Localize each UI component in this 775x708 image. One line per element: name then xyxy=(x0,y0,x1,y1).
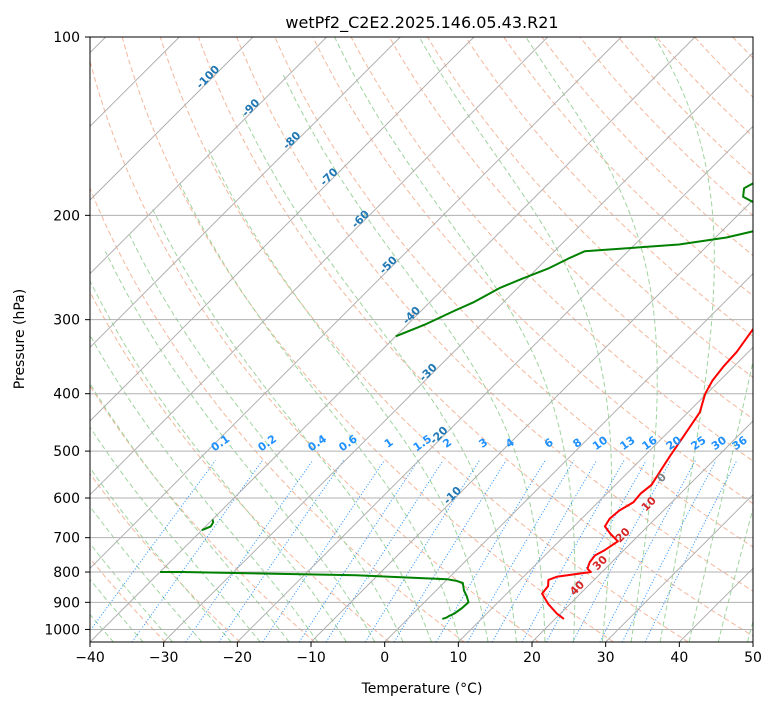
moist-adiabat-line xyxy=(90,279,347,642)
temperature-line xyxy=(541,327,753,620)
x-tick-label: −10 xyxy=(296,650,326,666)
dry-adiabat-line xyxy=(90,384,316,642)
mixing-ratio-line xyxy=(599,460,696,642)
moist-adiabat-line xyxy=(90,467,232,642)
moist-adiabat-line xyxy=(334,37,576,642)
dry-adiabat-line xyxy=(465,37,753,337)
x-tick-label: 10 xyxy=(449,650,467,666)
dewpoint-line xyxy=(201,519,215,532)
plot-frame xyxy=(89,36,754,643)
isotherm-line xyxy=(531,420,753,642)
y-axis: 100 200 300 400 500 600 700 800 900 1000 xyxy=(44,30,90,638)
x-tick-label: 0 xyxy=(380,650,389,666)
dewpoint-line xyxy=(160,571,470,620)
mixing-ratio-line xyxy=(393,460,507,642)
dry-adiabat-line xyxy=(236,37,753,592)
moist-adiabat-line xyxy=(688,358,753,642)
mixing-ratio-line xyxy=(218,460,344,642)
dry-adiabat-line xyxy=(312,37,753,505)
mixing-ratio-line xyxy=(262,460,385,642)
mixing-ratio-line xyxy=(644,460,738,642)
dry-adiabat-line xyxy=(90,291,390,642)
y-tick-label: 900 xyxy=(53,595,80,611)
mixing-ratio-line xyxy=(298,460,419,642)
grid-lines xyxy=(90,37,753,642)
dewpoint-line xyxy=(395,182,753,338)
dry-adiabat-line xyxy=(426,37,753,378)
dry-adiabat-line xyxy=(159,37,689,642)
y-tick-label: 100 xyxy=(53,30,80,46)
isotherm-line xyxy=(90,37,696,642)
y-tick-label: 500 xyxy=(53,444,80,460)
guide-lines xyxy=(90,37,753,642)
y-tick-label: 300 xyxy=(53,313,80,329)
dry-adiabat-line xyxy=(90,186,465,642)
moist-adiabat-line xyxy=(90,382,290,642)
dry-adiabat-line xyxy=(121,37,614,642)
x-axis: −40 −30 −20 −10 0 10 20 30 40 50 xyxy=(75,642,762,666)
y-tick-label: 200 xyxy=(53,208,80,224)
isotherm-line xyxy=(90,37,328,275)
dry-adiabat-line xyxy=(350,37,753,462)
x-tick-label: 40 xyxy=(670,650,688,666)
dry-adiabat-line xyxy=(90,59,540,642)
x-axis-label: Temperature (°C) xyxy=(361,681,483,697)
y-tick-label: 800 xyxy=(53,565,80,581)
isotherm-line xyxy=(90,37,622,570)
x-tick-label: −20 xyxy=(223,650,253,666)
isotherm-line xyxy=(310,199,753,642)
moist-adiabat-line xyxy=(90,426,261,642)
y-axis-label: Pressure (hPa) xyxy=(12,289,28,389)
y-tick-label: 400 xyxy=(53,387,80,403)
isotherm-line xyxy=(90,37,475,422)
isotherm-line xyxy=(384,272,753,642)
isotherm-line xyxy=(457,346,753,642)
moist-adiabat-line xyxy=(281,72,546,642)
moist-adiabat-line xyxy=(525,37,658,642)
x-tick-label: 50 xyxy=(744,650,762,666)
x-tick-label: −30 xyxy=(149,650,179,666)
moist-adiabat-line xyxy=(654,37,715,642)
mixing-ratio-line xyxy=(572,460,672,642)
isotherm-line xyxy=(163,51,753,642)
dry-adiabat-line xyxy=(579,37,753,217)
x-tick-label: 30 xyxy=(597,650,615,666)
mixing-ratio-line xyxy=(621,460,717,642)
moist-adiabat-line xyxy=(104,251,376,642)
mixing-ratio-line xyxy=(185,460,314,642)
isotherm-line xyxy=(90,37,549,496)
chart-title: wetPf2_C2E2.2025.146.05.43.R21 xyxy=(285,13,558,33)
mixing-ratio-line xyxy=(467,460,575,642)
moist-adiabat-line xyxy=(717,506,753,642)
dry-adiabat-line xyxy=(90,472,241,642)
y-tick-label: 1000 xyxy=(44,622,80,638)
isotherm-line xyxy=(236,125,753,642)
y-tick-label: 600 xyxy=(53,491,80,507)
x-tick-label: 20 xyxy=(523,650,541,666)
moist-adiabat-line xyxy=(418,37,613,642)
moist-adiabat-line xyxy=(178,180,461,642)
isotherm-line xyxy=(605,493,753,642)
x-tick-label: −40 xyxy=(75,650,105,666)
moist-adiabat-line xyxy=(242,113,517,642)
mixing-ratio-line xyxy=(435,460,546,642)
moist-adiabat-line xyxy=(128,233,404,642)
moist-adiabat-line xyxy=(152,208,432,642)
y-tick-label: 700 xyxy=(53,531,80,547)
mixing-ratio-line xyxy=(491,460,598,642)
profile-lines xyxy=(160,182,753,620)
isotherm-line xyxy=(90,37,254,201)
isotherm-line xyxy=(90,37,401,349)
